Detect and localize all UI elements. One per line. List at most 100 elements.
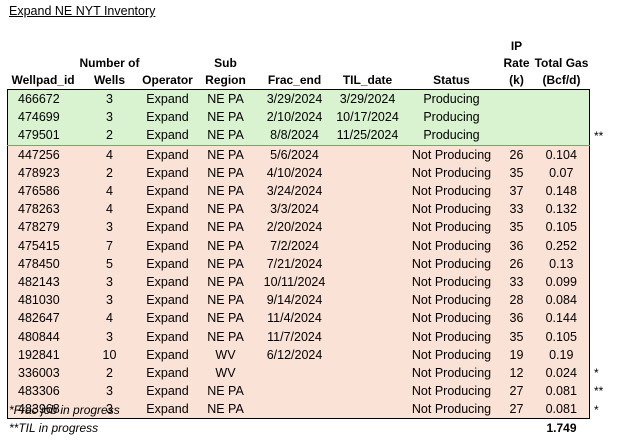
cell-status: Not Producing (403, 327, 500, 346)
cell-total-gas: 0.105 (533, 327, 590, 346)
cell-til-date (331, 345, 404, 364)
cell-til-date (331, 218, 404, 237)
cell-wells: 5 (77, 254, 142, 273)
table-row: 483968 3 Expand NE PA Not Producing 27 0.081 * (7, 400, 608, 420)
cell-sub-region: NE PA (193, 400, 258, 420)
cell-status: Not Producing (403, 309, 500, 328)
cell-wells: 4 (77, 200, 142, 219)
footnote-marker (589, 218, 608, 237)
cell-ip-rate: 27 (499, 400, 534, 420)
cell-ip-rate (499, 126, 534, 146)
total-row: 1.749 (8, 419, 608, 438)
cell-til-date (331, 400, 404, 420)
cell-total-gas: 0.13 (533, 254, 590, 273)
cell-frac-end: 3/24/2024 (257, 181, 332, 201)
total-gas-value: 1.749 (546, 421, 577, 436)
cell-status: Not Producing (403, 236, 500, 255)
cell-status: Not Producing (403, 272, 500, 292)
cell-wells: 3 (77, 272, 142, 292)
cell-frac-end: 11/7/2024 (257, 327, 332, 346)
cell-ip-rate: 27 (499, 382, 534, 401)
header-wellpad-id: Wellpad_id (11, 73, 75, 87)
cell-wellpad-id: 479501 (7, 126, 78, 146)
cell-wellpad-id: 336003 (7, 363, 78, 382)
cell-frac-end: 4/10/2024 (257, 163, 332, 182)
header-sub-region: Sub Region (205, 56, 246, 87)
cell-wells: 3 (77, 89, 142, 109)
cell-sub-region: WV (193, 345, 258, 364)
cell-frac-end: 5/6/2024 (257, 145, 332, 164)
cell-total-gas (533, 89, 590, 109)
cell-frac-end: 2/20/2024 (257, 218, 332, 237)
cell-sub-region: NE PA (193, 89, 258, 109)
header-ip-line1: IP Rate (503, 39, 530, 70)
cell-operator: Expand (141, 291, 194, 310)
cell-wellpad-id: 478923 (7, 163, 78, 182)
cell-sub-region: NE PA (193, 108, 258, 127)
cell-wellpad-id: 478263 (7, 200, 78, 219)
cell-operator: Expand (141, 89, 194, 109)
cell-status: Not Producing (403, 200, 500, 219)
cell-total-gas (533, 126, 590, 146)
cell-til-date (331, 163, 404, 182)
total-row-end (590, 419, 608, 438)
cell-wellpad-id: 447256 (7, 145, 78, 164)
note-frac-in-progress: *Frac job in progress (9, 403, 120, 417)
table-row: 483306 3 Expand NE PA Not Producing 27 0.081 ** (7, 382, 608, 401)
cell-ip-rate: 35 (499, 163, 534, 182)
cell-frac-end: 2/10/2024 (257, 108, 332, 127)
cell-ip-rate: 12 (499, 363, 534, 382)
footnote-marker (589, 291, 608, 310)
cell-operator: Expand (141, 272, 194, 292)
table-row: 478279 3 Expand NE PA 2/20/2024 Not Producing… (7, 218, 608, 237)
cell-til-date (331, 236, 404, 255)
table-row: 466672 3 Expand NE PA 3/29/2024 3/29/2024 Prod… (7, 89, 608, 109)
cell-wellpad-id: 483306 (7, 382, 78, 401)
cell-ip-rate: 37 (499, 181, 534, 201)
cell-total-gas: 0.081 (533, 382, 590, 401)
cell-total-gas: 0.099 (533, 272, 590, 292)
cell-sub-region: NE PA (193, 236, 258, 255)
cell-status: Producing (403, 89, 500, 109)
footnote-marker (589, 309, 608, 328)
cell-status: Not Producing (403, 382, 500, 401)
cell-frac-end: 3/29/2024 (257, 89, 332, 109)
cell-wells: 2 (77, 126, 142, 146)
cell-wellpad-id: 466672 (7, 89, 78, 109)
cell-total-gas: 0.132 (533, 200, 590, 219)
table-row: 482143 3 Expand NE PA 10/11/2024 Not Producin… (7, 272, 608, 292)
cell-status: Not Producing (403, 400, 500, 420)
cell-wellpad-id: 476586 (7, 181, 78, 201)
footnote-marker: ** (589, 382, 608, 401)
footnote-marker (589, 236, 608, 255)
footnote-marker (589, 327, 608, 346)
cell-til-date: 10/17/2024 (331, 108, 404, 127)
header-spacer (590, 38, 608, 90)
cell-ip-rate: 28 (499, 291, 534, 310)
cell-ip-rate (499, 108, 534, 127)
cell-sub-region: NE PA (193, 163, 258, 182)
footnote-marker (589, 254, 608, 273)
cell-til-date (331, 145, 404, 164)
cell-total-gas: 0.252 (533, 236, 590, 255)
cell-operator: Expand (141, 345, 194, 364)
cell-total-gas: 0.19 (533, 345, 590, 364)
inventory-table: Wellpad_id Number of Wells Operator Sub … (7, 38, 608, 437)
cell-operator: Expand (141, 382, 194, 401)
cell-wells: 4 (77, 181, 142, 201)
table-row: 474699 3 Expand NE PA 2/10/2024 10/17/2024 Pro… (7, 108, 608, 127)
cell-operator: Expand (141, 181, 194, 201)
cell-wells: 4 (77, 145, 142, 164)
cell-operator: Expand (141, 400, 194, 420)
header-wells-line2: Wells (93, 73, 126, 87)
footnote-marker (589, 108, 608, 127)
cell-frac-end: 6/12/2024 (257, 345, 332, 364)
cell-wellpad-id: 483968 (7, 400, 78, 420)
cell-til-date (331, 291, 404, 310)
cell-frac-end (257, 363, 332, 382)
cell-sub-region: NE PA (193, 200, 258, 219)
cell-status: Not Producing (403, 163, 500, 182)
cell-status: Not Producing (403, 218, 500, 237)
cell-ip-rate: 26 (499, 145, 534, 164)
table-row: 447256 4 Expand NE PA 5/6/2024 Not Producing 2… (7, 145, 608, 164)
